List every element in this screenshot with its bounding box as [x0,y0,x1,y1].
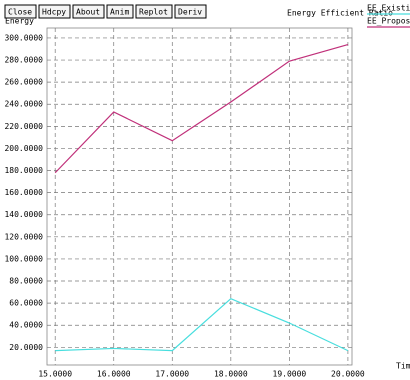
y-tick-label: 180.0000 [4,166,43,175]
y-tick-label: 260.0000 [4,78,43,87]
y-tick-label: 140.0000 [4,210,43,219]
x-tick-label: 20.0000 [331,370,365,379]
y-tick-label: 100.0000 [4,254,43,263]
toolbar-button-label[interactable]: Deriv [178,8,202,17]
x-tick-label: 19.0000 [273,370,307,379]
toolbar-button[interactable] [38,4,71,19]
series-line [54,43,349,174]
toolbar-button[interactable] [72,4,105,19]
legend-label: EE_Proposed [367,17,410,26]
y-tick-label: 280.0000 [4,56,43,65]
y-tick-label: 300.0000 [4,33,43,42]
x-tick-label: 16.0000 [97,370,131,379]
toolbar-button-label[interactable]: About [76,8,100,17]
x-axis-label: Time [396,362,410,371]
toolbar-button-label[interactable]: Anim [110,8,129,17]
plot-frame [46,27,353,366]
x-tick-label: 17.0000 [155,370,189,379]
toolbar-button[interactable] [174,4,207,19]
toolbar-button[interactable] [4,4,37,19]
y-tick-label: 160.0000 [4,188,43,197]
y-tick-label: 40.0000 [9,321,43,330]
toolbar-button-label[interactable]: Replot [139,8,168,17]
y-tick-label: 240.0000 [4,100,43,109]
toolbar-button[interactable] [106,4,134,19]
y-tick-label: 60.0000 [9,299,43,308]
x-tick-label: 18.0000 [214,370,248,379]
legend-label: EE_Existing [367,4,410,13]
y-tick-label: 80.0000 [9,277,43,286]
toolbar-button-label[interactable]: Hdcpy [42,8,66,17]
y-tick-label: 20.0000 [9,343,43,352]
toolbar-button-label[interactable]: Close [8,8,32,17]
series-line [55,298,349,352]
x-tick-label: 15.0000 [38,370,72,379]
chart-title: Energy Efficient Ratio [287,9,393,18]
y-axis-label: Energy [5,17,34,26]
y-tick-label: 120.0000 [4,232,43,241]
y-tick-label: 220.0000 [4,122,43,131]
toolbar-button[interactable] [135,4,173,19]
y-tick-label: 200.0000 [4,144,43,153]
